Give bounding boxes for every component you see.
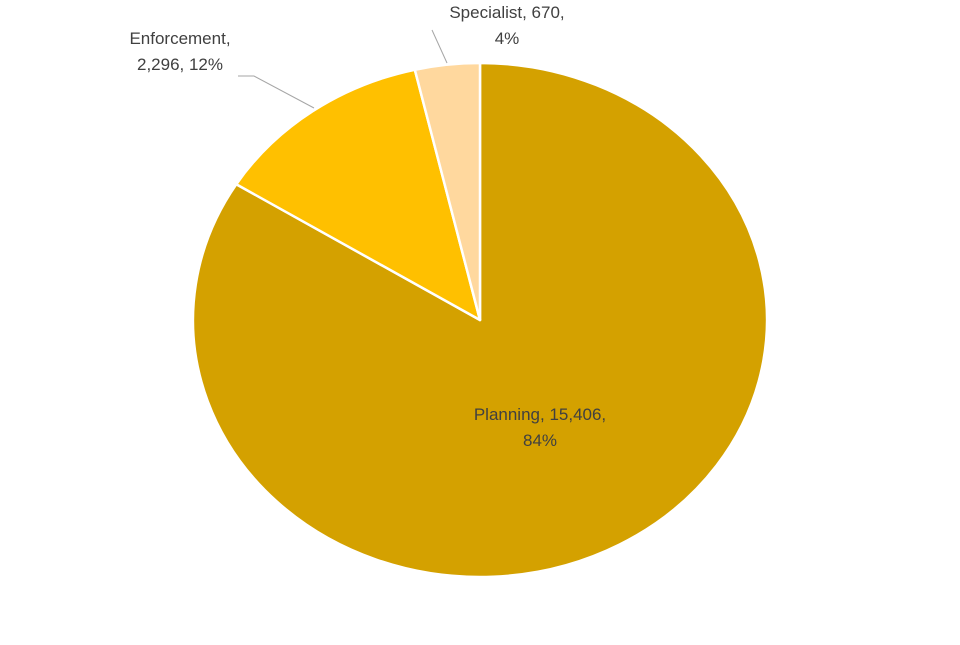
- data-label-line2: 4%: [495, 29, 520, 48]
- data-label-line2: 2,296, 12%: [137, 55, 223, 74]
- data-label-enforcement: Enforcement, 2,296, 12%: [129, 29, 230, 74]
- pie-slice-enforcement: [235, 68, 482, 322]
- pie-slices: [191, 61, 769, 579]
- leader-line-specialist: [431, 29, 448, 64]
- data-label-line1: Enforcement,: [129, 29, 230, 48]
- data-label-line1: Specialist, 670,: [449, 3, 564, 22]
- data-label-specialist: Specialist, 670, 4%: [449, 3, 564, 48]
- pie-slice-specialist: [413, 61, 482, 322]
- data-label-line2: 84%: [523, 431, 557, 450]
- data-label-planning: Planning, 15,406, 84%: [474, 405, 606, 450]
- leader-lines: [238, 29, 448, 109]
- data-labels: Planning, 15,406, 84% Enforcement, 2,296, 1…: [129, 3, 606, 450]
- data-label-line1: Planning, 15,406,: [474, 405, 606, 424]
- leader-line-enforcement: [238, 75, 315, 109]
